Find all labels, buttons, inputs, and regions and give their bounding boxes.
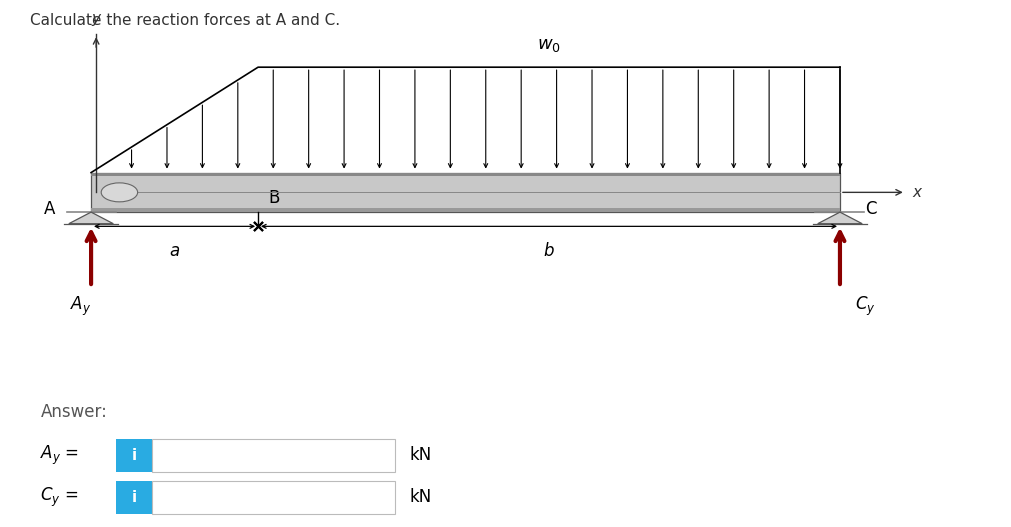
- Text: Answer:: Answer:: [40, 403, 107, 421]
- Text: a: a: [169, 242, 180, 260]
- Text: B: B: [268, 189, 279, 207]
- Text: b: b: [543, 242, 554, 260]
- Polygon shape: [91, 208, 839, 212]
- Circle shape: [101, 183, 137, 202]
- Text: A: A: [44, 200, 56, 219]
- Text: kN: kN: [409, 489, 432, 506]
- Text: $w_0$: $w_0$: [537, 36, 560, 54]
- Polygon shape: [91, 173, 839, 176]
- Text: $C_y$ =: $C_y$ =: [40, 486, 79, 509]
- Polygon shape: [91, 173, 839, 212]
- Text: Calculate the reaction forces at A and C.: Calculate the reaction forces at A and C…: [30, 13, 340, 28]
- FancyBboxPatch shape: [116, 439, 152, 472]
- FancyBboxPatch shape: [152, 439, 394, 472]
- Text: $C_y$: $C_y$: [854, 295, 875, 318]
- Text: C: C: [864, 200, 876, 219]
- Text: kN: kN: [409, 446, 432, 464]
- Text: y: y: [92, 12, 100, 26]
- Text: $A_y$: $A_y$: [70, 295, 92, 318]
- FancyBboxPatch shape: [116, 481, 152, 514]
- FancyBboxPatch shape: [152, 481, 394, 514]
- Polygon shape: [817, 212, 861, 223]
- Text: i: i: [131, 448, 136, 463]
- Text: x: x: [912, 185, 921, 200]
- Text: $A_y$ =: $A_y$ =: [40, 444, 80, 467]
- Text: i: i: [131, 490, 136, 505]
- Polygon shape: [69, 212, 113, 223]
